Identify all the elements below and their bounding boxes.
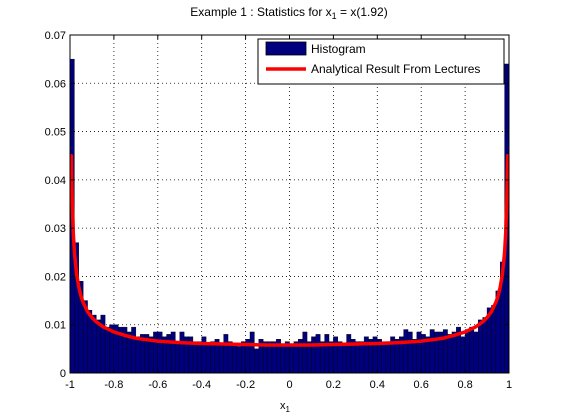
histogram-bar [315,334,321,374]
legend: Histogram Analytical Result From Lecture… [257,38,505,85]
histogram-bar [403,329,409,374]
histogram-bar [412,339,418,374]
x-tick-label: -0.4 [192,379,211,391]
histogram-bar [223,334,229,374]
histogram-bar [429,329,435,374]
y-tick-label: 0.03 [45,223,66,235]
histogram-bar [104,326,110,374]
histogram-bar [311,336,317,374]
y-tick-label: 0.04 [45,175,66,187]
histogram-bar [407,331,413,374]
grid-lines [70,35,509,373]
histogram-bar [478,319,483,374]
histogram-bar [175,341,180,374]
y-tick-label: 0.02 [45,271,66,283]
histogram-bar [447,334,453,374]
histogram-bar [227,341,233,374]
histogram-bar [236,346,242,374]
y-tick-label: 0.05 [45,127,66,139]
histogram-bar [302,331,308,374]
histogram-bar [337,341,343,374]
legend-label-histogram: Histogram [311,42,366,56]
histogram-bar [491,305,497,374]
histogram-bar [416,331,422,374]
histogram-bar [249,331,255,374]
histogram-bar [210,341,216,374]
histogram-bar [355,341,360,374]
legend-swatch-histogram [265,41,307,56]
histogram-bar [135,336,141,374]
histogram-bar [460,336,466,374]
histogram-bar [359,341,365,374]
histogram-bar [346,334,352,374]
histogram-bar [280,343,286,374]
histogram-bar [179,331,185,374]
x-tick-label: 0.2 [326,379,341,391]
histogram-bar [381,341,387,374]
histogram-bar [96,319,101,374]
histogram-bar [205,343,211,374]
y-tick-label: 0.06 [45,78,66,90]
analytical-curve [69,153,510,347]
histogram-bar [170,331,176,374]
histogram-bar [289,343,295,374]
x-tick-label: -0.6 [148,379,167,391]
histogram-bar [241,341,246,374]
histogram-bar [385,341,391,374]
chart-title: Example 1 : Statistics for x1 = x(1.92) [190,5,387,21]
x-tick-label: -0.8 [104,379,123,391]
histogram-bar [469,326,475,374]
x-tick-label: -1 [65,379,75,391]
histogram-bar [131,326,137,374]
histogram-bar [341,343,347,374]
x-tick-label: -0.2 [236,379,255,391]
x-tick-label: 0 [286,379,292,391]
histogram-bar [197,341,202,374]
histogram-bar [157,331,163,374]
histogram-bar [333,336,338,374]
x-tick-label: 1 [506,379,512,391]
x-tick-label: 0.6 [414,379,429,391]
histogram-bar [232,343,238,374]
histogram-bar [473,331,479,374]
histogram-bar [254,348,259,374]
histogram-bar [87,310,93,374]
legend-label-analytical: Analytical Result From Lectures [311,62,480,76]
histogram-bar [464,329,470,374]
histogram-bar [451,331,457,374]
y-tick-label: 0 [60,368,66,380]
y-tick-label: 0.07 [45,30,66,42]
y-tick-label: 0.01 [45,320,66,332]
histogram-bar [91,314,97,374]
x-tick-label: 0.8 [457,379,472,391]
x-axis-label: x1 [280,400,291,414]
histogram-bar [153,331,159,374]
histogram-bar [482,317,488,374]
histogram-bar [219,343,224,374]
histogram-bar [324,334,330,374]
axis-ticks: -1 -0.8 -0.6 -0.4 -0.2 0 0.2 0.4 0.6 0.8 1 0 0.01 0.0… [45,30,512,391]
histogram-bar [192,341,198,374]
x-tick-label: 0.4 [370,379,385,391]
